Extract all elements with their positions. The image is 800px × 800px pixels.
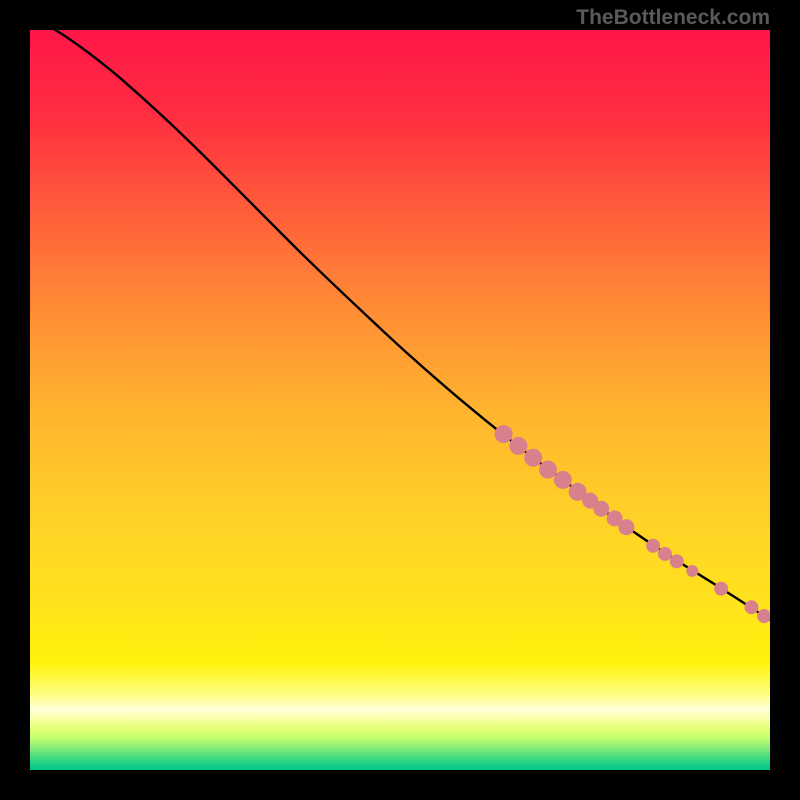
marker-point	[554, 471, 572, 489]
marker-point	[745, 600, 759, 614]
marker-point	[495, 425, 513, 443]
marker-point	[593, 501, 609, 517]
marker-point	[658, 547, 672, 561]
marker-point	[714, 582, 728, 596]
marker-point	[686, 565, 698, 577]
marker-point	[618, 519, 634, 535]
marker-point	[670, 554, 684, 568]
marker-point	[509, 437, 527, 455]
marker-point	[646, 539, 660, 553]
chart-frame: TheBottleneck.com	[0, 0, 800, 800]
gradient-background	[30, 30, 770, 770]
plot-area	[30, 30, 770, 770]
marker-point	[524, 449, 542, 467]
watermark-text: TheBottleneck.com	[576, 6, 770, 30]
marker-point	[539, 461, 557, 479]
chart-svg	[30, 30, 770, 770]
